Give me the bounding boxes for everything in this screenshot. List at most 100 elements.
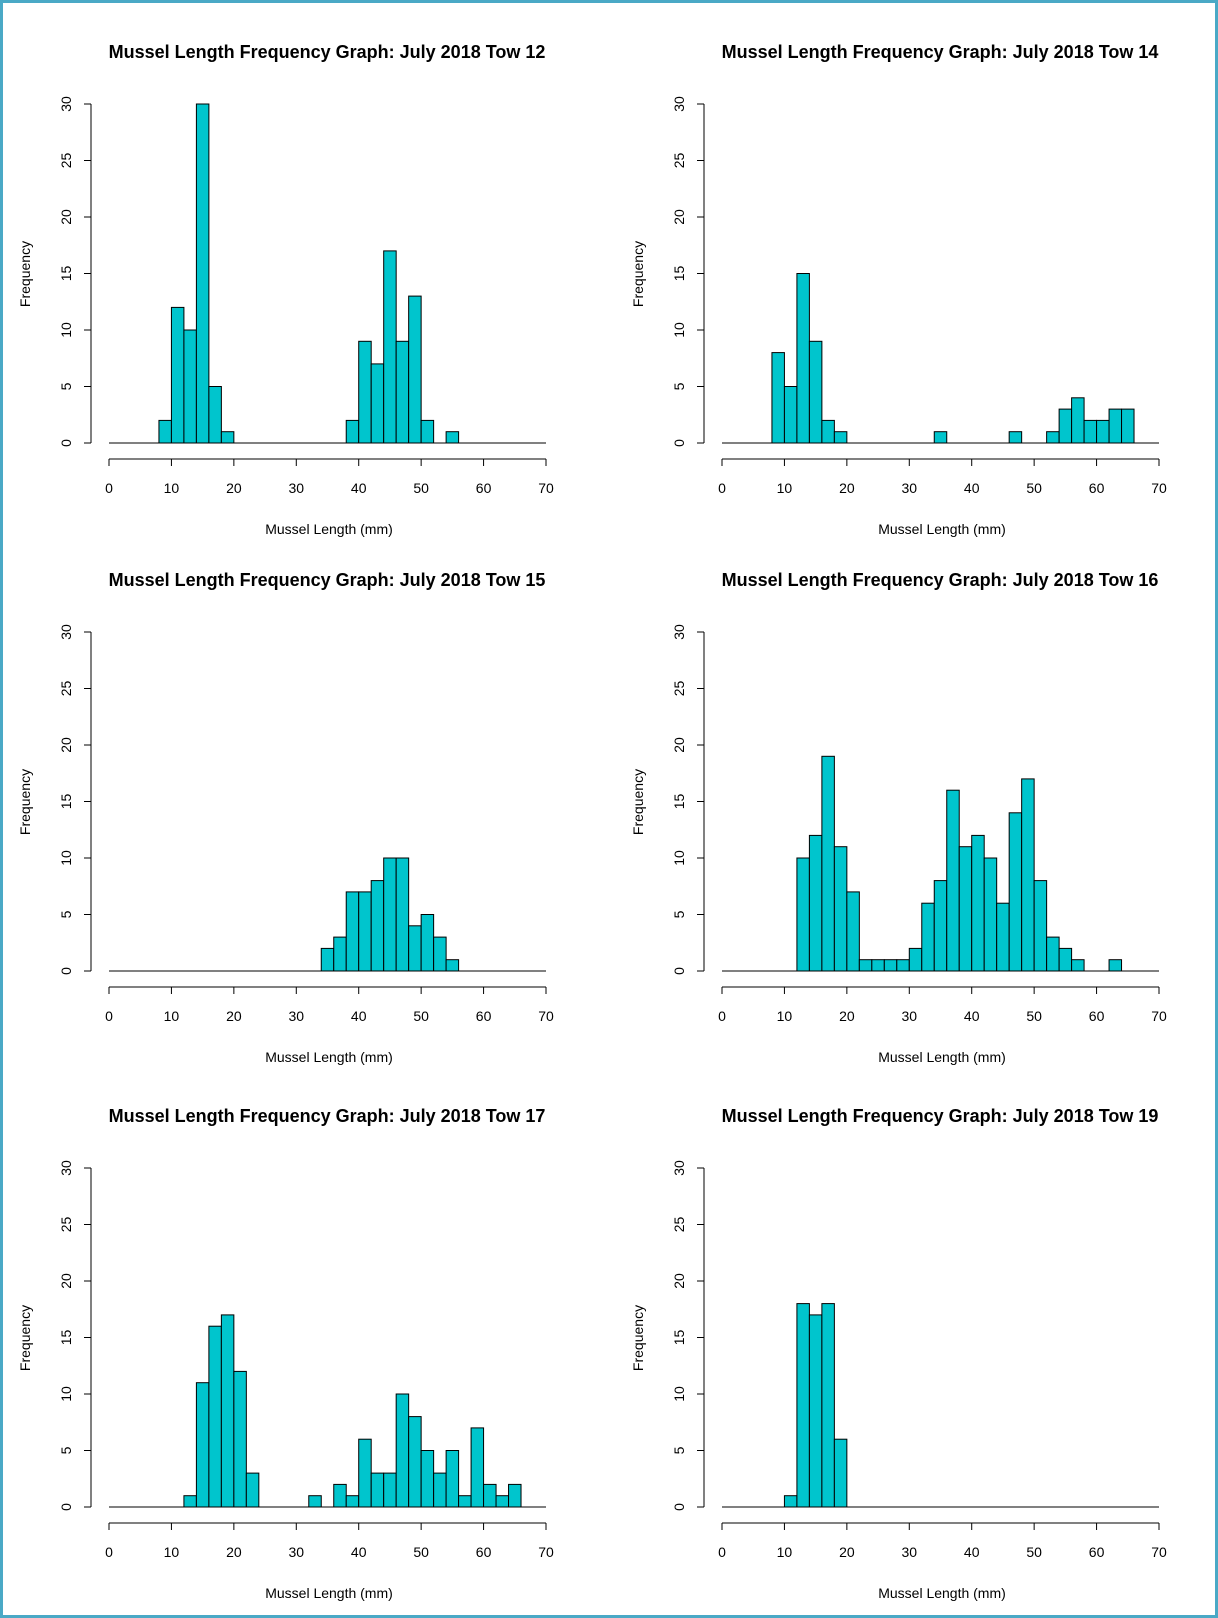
y-tick-label: 10 [671,1386,687,1402]
x-tick-label: 10 [164,1544,180,1560]
histogram-bar [195,1382,210,1508]
histogram-bar [220,431,235,444]
y-axis-label: Frequency [17,769,33,835]
histogram-bar [445,959,460,972]
x-tick-label: 20 [226,1008,242,1024]
x-tick-label: 50 [1026,1544,1042,1560]
chart-title: Mussel Length Frequency Graph: July 2018… [722,570,1159,590]
y-tick-label: 0 [671,1503,687,1511]
histogram-bar [783,1495,798,1508]
histogram-bar [395,857,410,972]
x-tick-label: 60 [1089,1008,1105,1024]
histogram-bar [821,419,835,444]
histogram-bar [458,1495,472,1508]
y-tick-label: 5 [58,910,74,918]
histogram-bar [796,273,810,444]
y-tick-label: 15 [58,794,74,810]
y-axis-label: Frequency [17,1305,33,1371]
histogram-bar [1108,959,1123,972]
y-tick-label: 20 [671,737,687,753]
x-tick-label: 10 [164,480,180,496]
y-tick-label: 15 [671,266,687,282]
x-tick-label: 10 [164,1008,180,1024]
histogram-bar [983,857,998,972]
histogram-bar [395,1393,410,1508]
x-tick-label: 0 [718,480,726,496]
x-tick-label: 40 [964,1544,980,1560]
chart-title: Mussel Length Frequency Graph: July 2018… [109,570,546,590]
histogram-bar [345,891,360,972]
histogram-bar [1108,408,1123,444]
histogram-bar [358,340,372,444]
x-tick-label: 30 [288,1544,304,1560]
chart-title: Mussel Length Frequency Graph: July 2018… [722,1106,1159,1126]
histogram-bar [933,880,948,972]
x-axis-label: Mussel Length (mm) [265,1049,393,1065]
y-tick-label: 30 [58,1160,74,1176]
x-axis-label: Mussel Length (mm) [878,1585,1006,1601]
x-tick-label: 70 [1151,1008,1167,1024]
histogram-bar [183,1495,197,1508]
histogram-bar [908,947,923,972]
y-tick-label: 10 [58,850,74,866]
x-tick-label: 30 [901,1008,917,1024]
x-tick-label: 0 [105,1544,113,1560]
histogram-bar [408,295,422,444]
x-tick-label: 30 [901,1544,917,1560]
histogram-bar [208,1325,222,1508]
y-tick-label: 5 [58,1446,74,1454]
histogram-bar [233,1370,247,1508]
y-tick-label: 30 [671,1160,687,1176]
y-tick-label: 30 [671,96,687,112]
histogram-bar [796,1303,810,1508]
histogram-bar [445,1450,460,1508]
histogram-bar [1071,397,1085,444]
histogram-bar [370,1472,385,1508]
histogram-bar [420,1450,435,1508]
histogram-bar [1058,947,1073,972]
histogram-bar [921,902,935,972]
histogram-bar [771,352,785,444]
histogram-bar [308,1495,322,1508]
y-tick-label: 10 [58,1386,74,1402]
x-tick-label: 20 [226,1544,242,1560]
x-tick-label: 10 [777,1008,793,1024]
x-tick-label: 40 [964,1008,980,1024]
y-axis-label: Frequency [17,241,33,307]
histogram-bar [883,959,898,972]
y-tick-label: 20 [58,1273,74,1289]
x-tick-label: 40 [964,480,980,496]
x-axis-label: Mussel Length (mm) [265,1585,393,1601]
x-tick-label: 20 [839,1008,855,1024]
y-tick-label: 15 [58,266,74,282]
histogram-bar [1008,431,1023,444]
y-tick-label: 30 [58,624,74,640]
x-tick-label: 40 [351,480,367,496]
x-tick-label: 40 [351,1008,367,1024]
histogram-bar [996,902,1010,972]
histogram-bar [395,340,410,444]
y-tick-label: 25 [671,681,687,697]
histogram-bar [821,755,835,972]
x-tick-label: 70 [1151,480,1167,496]
histogram-bar [946,789,960,972]
x-tick-label: 60 [1089,1544,1105,1560]
x-tick-label: 40 [351,1544,367,1560]
histogram-bar [783,386,798,444]
histogram-bar [170,306,185,444]
x-tick-label: 30 [901,480,917,496]
histogram-bar [896,959,910,972]
y-axis-label: Frequency [630,1305,646,1371]
x-tick-label: 10 [777,1544,793,1560]
y-tick-label: 5 [671,910,687,918]
histogram-bar [871,959,885,972]
histogram-bar [958,846,973,972]
y-tick-label: 25 [671,1217,687,1233]
chart-panel-3: Mussel Length Frequency Graph: July 2018… [630,570,1167,1065]
x-tick-label: 0 [718,1544,726,1560]
x-tick-label: 50 [413,1544,429,1560]
histogram-bar [345,419,360,444]
y-axis-label: Frequency [630,241,646,307]
histogram-bar [345,1495,360,1508]
histogram-bar [808,834,823,972]
